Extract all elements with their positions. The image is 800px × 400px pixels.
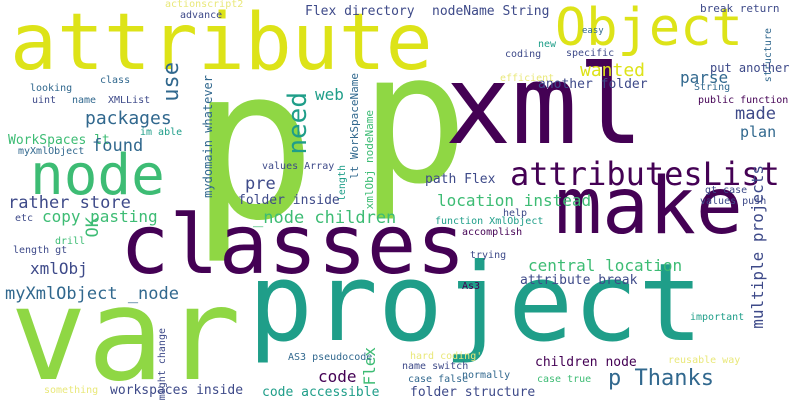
word: rather store <box>8 193 131 213</box>
word: children node <box>535 355 637 370</box>
word: WorkSpaces lt <box>8 133 110 148</box>
word: values Array <box>262 161 335 172</box>
word: break return <box>700 2 780 15</box>
word: new <box>538 39 557 50</box>
word: trying <box>470 250 507 261</box>
word: project <box>248 241 704 366</box>
word: name switch <box>402 361 469 372</box>
word: OK <box>83 217 103 238</box>
word: attribute break <box>520 273 638 288</box>
word: String <box>694 82 731 93</box>
word: parse <box>680 68 729 87</box>
word: code <box>318 367 357 386</box>
word: function XmlObject <box>435 216 544 227</box>
word: reusable way <box>668 355 741 366</box>
word: case true <box>537 374 592 385</box>
word: myXmlObject <box>18 146 85 157</box>
word: p Thanks <box>608 366 714 391</box>
word: case false <box>408 374 469 385</box>
word: make <box>555 162 743 252</box>
word: central location <box>528 256 683 275</box>
word: efficient <box>500 73 555 84</box>
word: hard coding' <box>410 351 483 362</box>
word: need <box>283 92 313 155</box>
word: length gt <box>13 245 68 256</box>
word: actionscript2 <box>165 0 244 10</box>
word: another folder <box>538 77 648 92</box>
word: pre <box>245 174 276 194</box>
word: Object <box>555 0 743 58</box>
word: values push <box>700 196 767 207</box>
word: name <box>72 95 97 106</box>
word: important <box>690 312 745 323</box>
word: web <box>315 85 344 104</box>
word: Flex directory <box>305 4 415 19</box>
word: uint <box>32 95 57 106</box>
word: path Flex <box>425 172 496 187</box>
word: AS3 pseudocode <box>288 352 373 363</box>
word: class <box>100 75 131 86</box>
word: p <box>190 22 317 267</box>
word: specific <box>566 48 615 59</box>
word: workspaces inside <box>110 383 244 398</box>
word: xmlObj nodeName <box>363 110 376 210</box>
word: attribute <box>10 0 433 88</box>
word: advance <box>180 10 223 21</box>
word: As3 <box>462 281 481 292</box>
word: im able <box>140 127 183 138</box>
word: code accessible <box>262 385 380 400</box>
word: found <box>92 136 144 156</box>
word: wanted <box>580 60 646 81</box>
word: XMLList <box>108 95 151 106</box>
word: p <box>360 15 469 224</box>
word: folder structure <box>410 385 536 400</box>
word: location instead <box>437 191 592 210</box>
word: xml <box>445 41 644 169</box>
word: packages <box>85 108 172 129</box>
word: lt WorkSpaceName <box>348 73 361 179</box>
word: etc <box>15 213 34 224</box>
word: accomplish <box>462 227 523 238</box>
word: plan <box>740 123 777 141</box>
word: drill <box>55 236 86 247</box>
word: copy pasting <box>42 207 158 226</box>
word: made <box>735 104 776 124</box>
word: easy <box>582 26 604 36</box>
word: node <box>30 143 165 208</box>
word: mydomain whatever <box>201 75 215 198</box>
word: var <box>10 261 242 400</box>
word: put another <box>710 61 790 75</box>
word: normally <box>462 370 511 381</box>
word: _node children <box>253 208 397 228</box>
word: nodeName String <box>432 4 550 19</box>
word: use <box>159 62 184 102</box>
word: help <box>503 208 528 219</box>
word: classes <box>120 198 466 293</box>
word: coding <box>505 49 542 60</box>
word: looking <box>30 83 73 94</box>
word: something <box>44 385 99 396</box>
word: folder inside <box>238 193 340 208</box>
word: myXmlObject _node <box>5 284 179 304</box>
word: xmlObj <box>30 259 88 278</box>
word: public function <box>698 95 789 106</box>
word: attributesList <box>510 155 780 193</box>
word: gt case <box>705 185 748 196</box>
word: multiple projects <box>748 165 767 329</box>
